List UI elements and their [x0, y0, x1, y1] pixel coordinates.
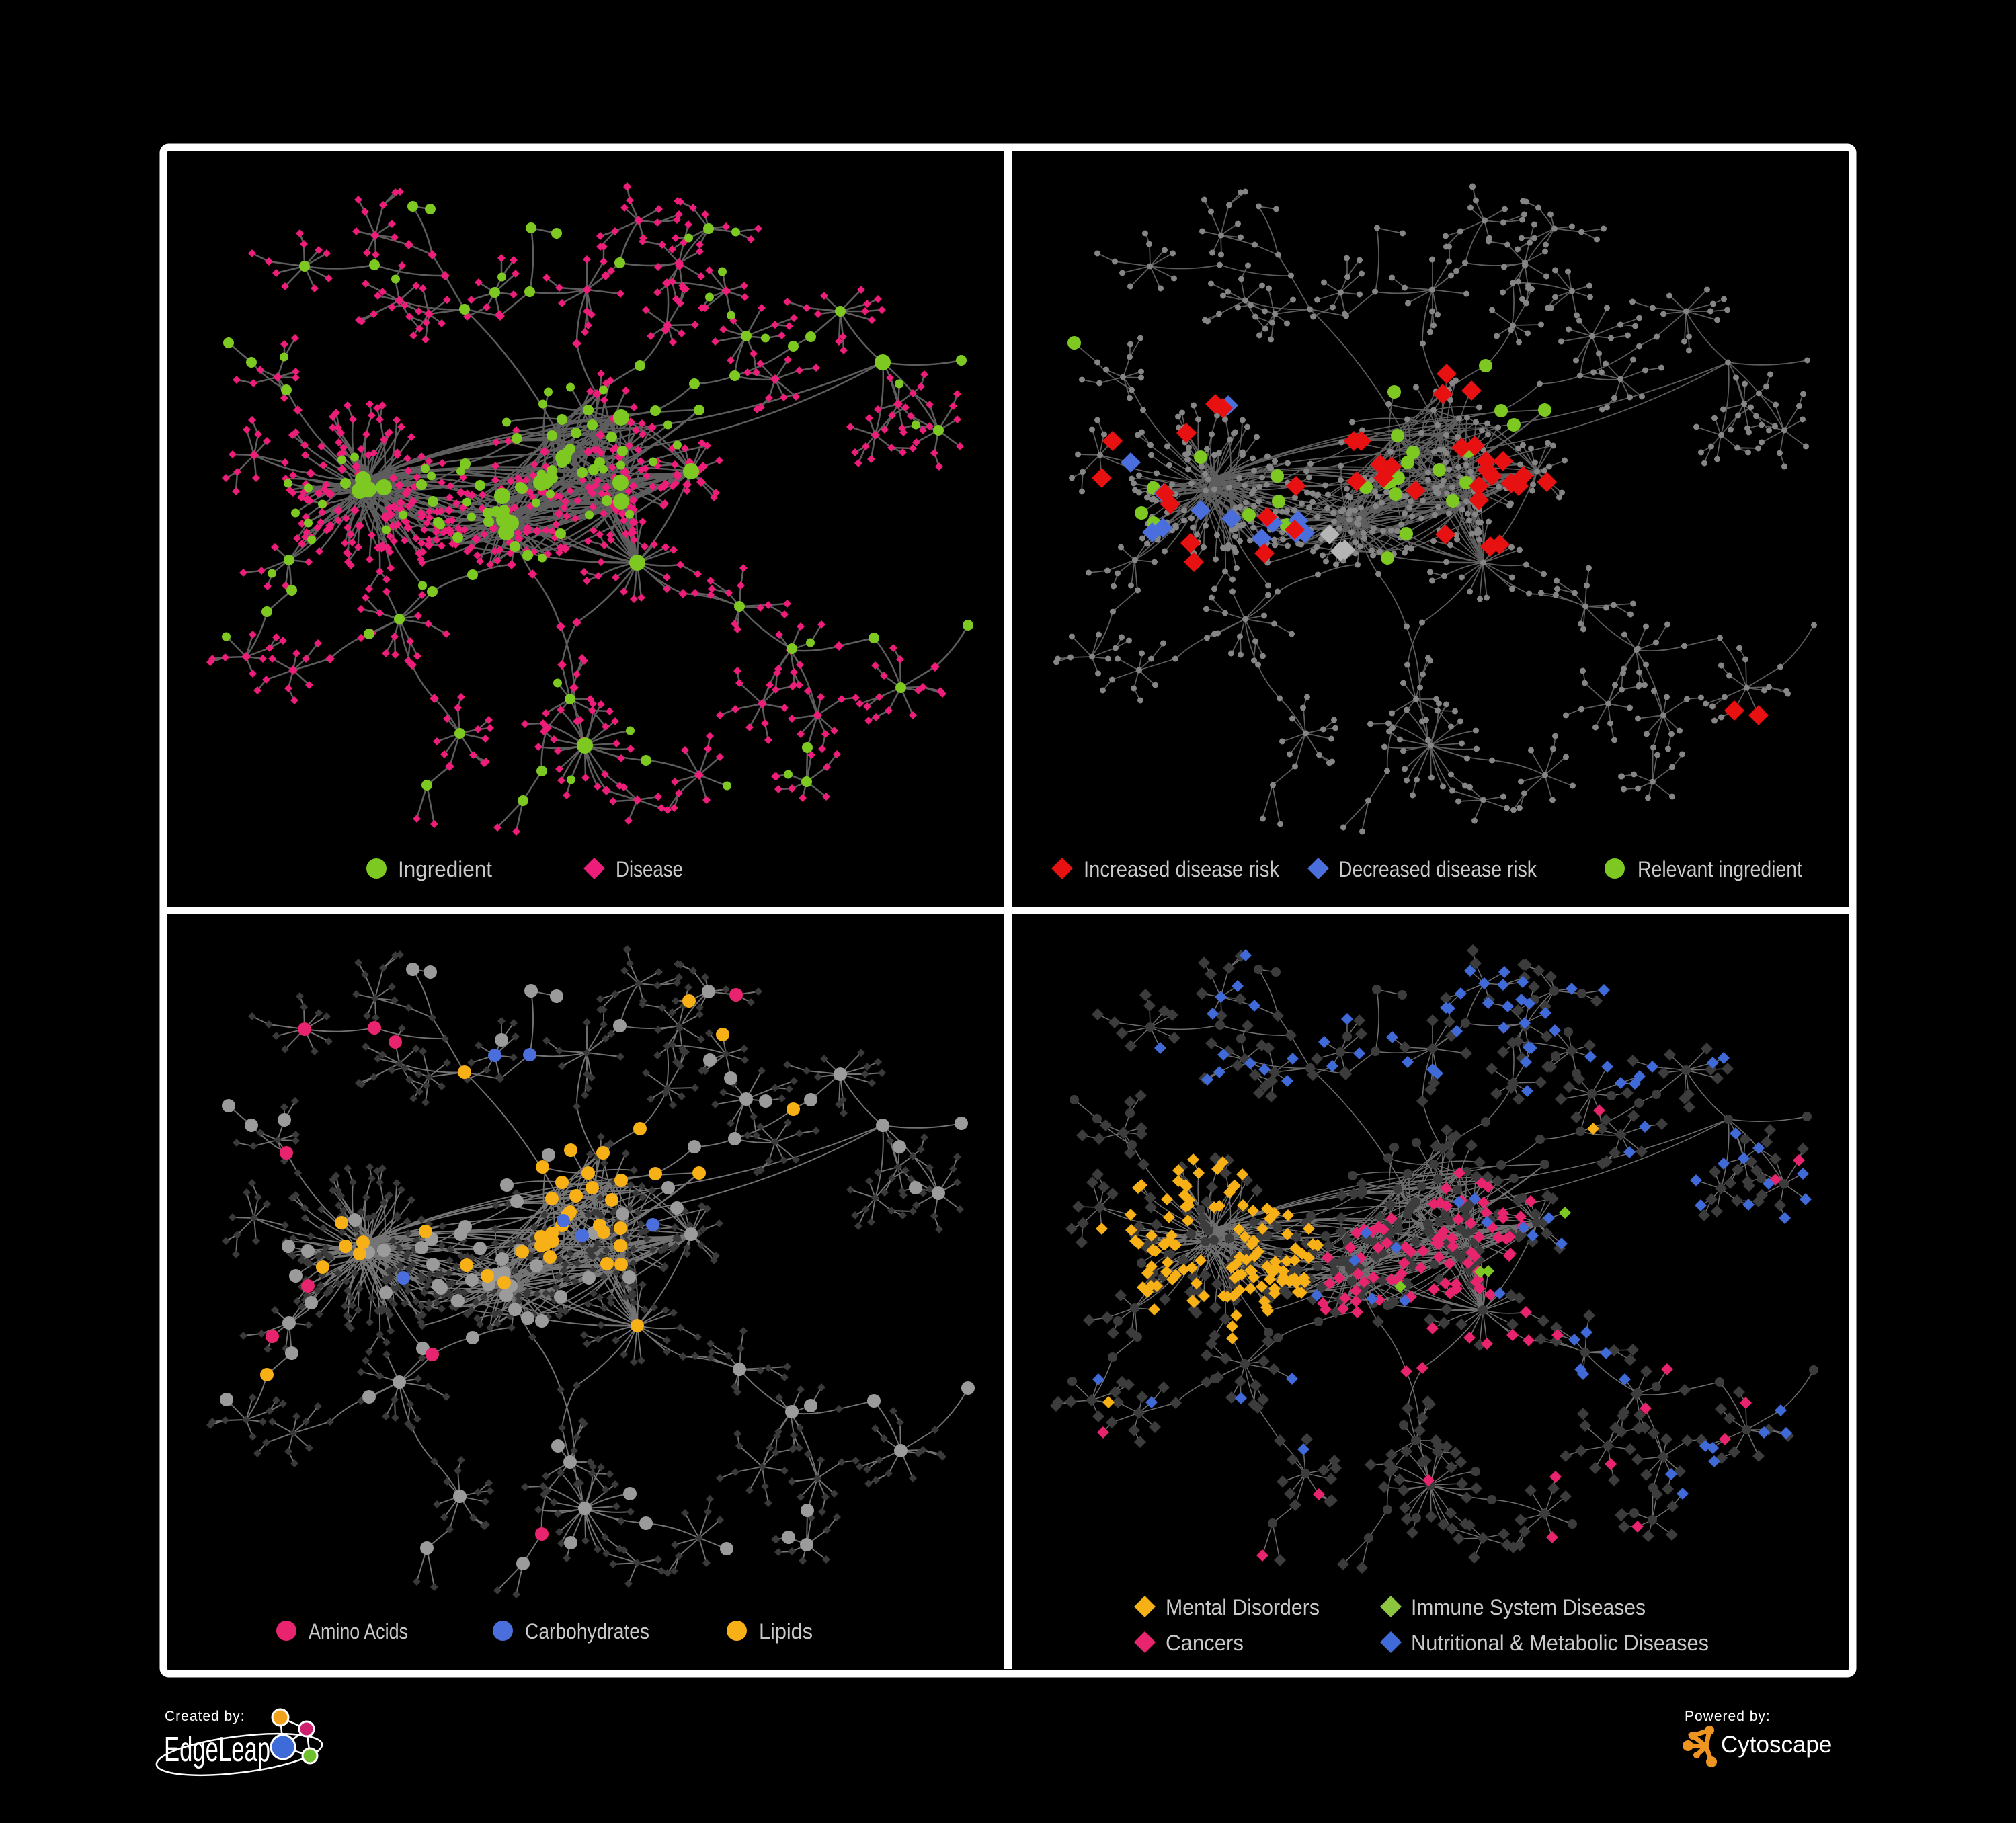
svg-text:Decreased disease risk: Decreased disease risk	[1338, 857, 1537, 881]
svg-text:Created by:: Created by:	[165, 1709, 245, 1724]
svg-text:Cytoscape: Cytoscape	[1721, 1732, 1832, 1758]
svg-text:Cancers: Cancers	[1166, 1631, 1244, 1655]
svg-text:Nutritional & Metabolic Diseas: Nutritional & Metabolic Diseases	[1411, 1631, 1709, 1655]
svg-text:Ingredient: Ingredient	[398, 857, 492, 881]
svg-text:Lipids: Lipids	[759, 1619, 813, 1644]
svg-text:EdgeLeap: EdgeLeap	[164, 1730, 270, 1769]
svg-text:Disease: Disease	[616, 857, 683, 881]
svg-text:Amino Acids: Amino Acids	[309, 1619, 408, 1644]
svg-text:Powered by:: Powered by:	[1685, 1709, 1771, 1724]
svg-text:Mental Disorders: Mental Disorders	[1166, 1595, 1320, 1619]
svg-text:Increased disease risk: Increased disease risk	[1084, 857, 1280, 881]
svg-text:Carbohydrates: Carbohydrates	[525, 1619, 649, 1644]
svg-text:Relevant ingredient: Relevant ingredient	[1638, 857, 1802, 881]
svg-text:Immune System Diseases: Immune System Diseases	[1411, 1595, 1646, 1619]
